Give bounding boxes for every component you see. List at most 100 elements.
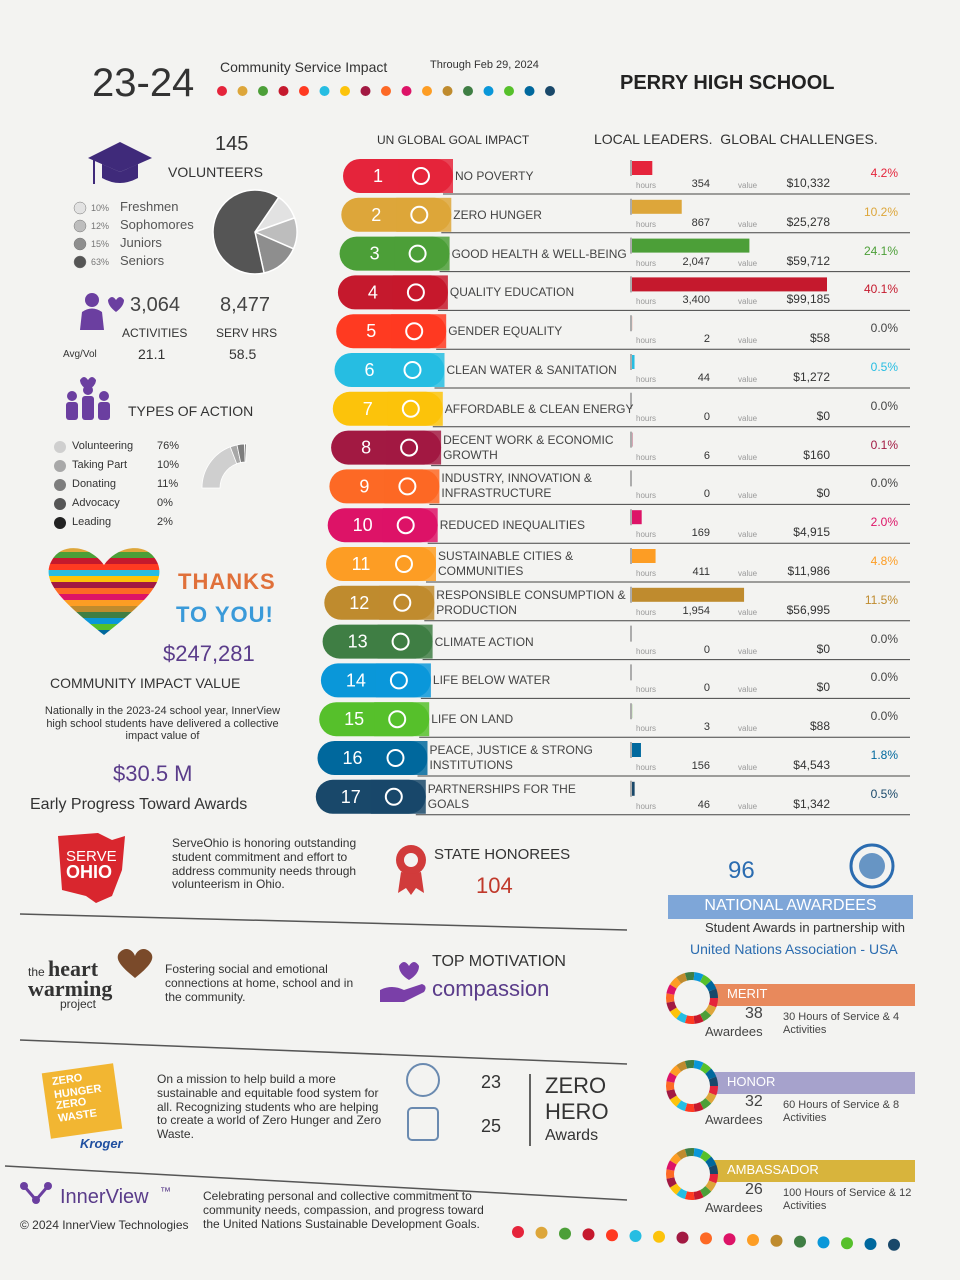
goal-icon-box [372,741,428,775]
award-banner [712,1160,915,1182]
goal-icon-box [396,197,452,232]
activities-label: ACTIVITIES [122,326,188,340]
innerview-logo [20,1182,52,1204]
goal-value: $1,342 [793,796,830,811]
goal-icon-box [379,585,435,620]
award-wheel [669,1183,682,1195]
awards-title: Early Progress Toward Awards [30,796,248,813]
type-pct: 10% [157,459,180,471]
footer-dot [676,1231,689,1244]
national-label: NATIONAL AWARDEES [704,897,877,914]
award-wheel [669,1095,682,1107]
award-criteria: 60 Hours of Service & 8 Activities [783,1099,900,1124]
heart-stripe [48,594,160,600]
award-wheel [693,1060,704,1070]
zero-title: HERO [545,1099,609,1124]
award-wheel [666,1072,677,1083]
goal-number: 3 [370,244,380,264]
goal-name: GOOD HEALTH & WELL-BEING [451,246,627,261]
goal-value: $99,185 [786,292,830,307]
footer-dot [864,1238,877,1250]
zero-count: 23 [481,1072,502,1092]
avg-label: Avg/Vol [63,349,97,360]
zero-title: ZERO [545,1073,607,1098]
hw-text: Fostering social and emotional connectio… [165,962,354,1004]
heart-stripe [48,548,160,552]
heart-hand-icon [399,962,419,980]
footer-dot [770,1234,783,1247]
goal-name: REDUCED INEQUALITIES [439,518,586,533]
award-wheel [708,1085,718,1096]
footer-dot [559,1227,571,1240]
goal-icon-box [374,702,430,737]
footer-dot [747,1234,759,1246]
zero-text: On a mission to help build a more sustai… [157,1072,382,1142]
goal-value: $11,986 [787,564,831,578]
volunteer-label: VOLUNTEERS [168,164,263,180]
hours-bar [632,743,641,757]
award-wheel [699,1062,712,1075]
kroger: Kroger [80,1136,123,1151]
award-wheel [705,1068,717,1080]
goal-value: $1,272 [793,370,830,384]
heart-stripe [40,540,170,546]
value-caption: value [738,801,758,811]
rainbow-heart [40,540,170,635]
national-value: $30.5 M [113,761,193,786]
award-count: 32 [745,1093,763,1110]
national-count: 96 [728,857,755,884]
value-caption: value [738,258,758,268]
header-dot [442,86,453,96]
legend-dot [73,237,87,251]
types-title: TYPES OF ACTION [128,403,254,419]
header-dot [319,86,330,96]
impact-label: COMMUNITY IMPACT VALUE [50,675,241,691]
goal-pct: 0.1% [870,437,898,452]
hours-caption: hours [636,413,657,423]
gauge-segment [244,443,247,463]
goal-pct: 2.0% [870,515,898,530]
header-dot [545,86,555,96]
goal-name: LIFE ON LAND [431,712,514,727]
goal-icon-box [370,779,426,814]
sdg-heading: UN GLOBAL GOAL IMPACT [377,133,530,147]
award-wheel [684,1015,695,1024]
national-text: Student Awards in partnership with [705,920,905,935]
value-caption: value [738,763,758,772]
goal-icon [412,167,430,185]
header-dot [278,86,289,96]
year: 23-24 [92,61,195,105]
award-wheel [669,977,682,989]
legend-dot [73,219,87,233]
zero-count: 25 [481,1116,502,1136]
gauge-segment [201,446,238,489]
goal-icon-box [381,547,436,581]
goal-icon [410,205,429,224]
award-wheel [669,1007,682,1019]
footer-dot [629,1230,642,1242]
goal-name: LIFE BELOW WATER [432,673,551,688]
value-caption: value [738,491,758,501]
goal-icon [403,361,422,379]
goal-number: 1 [373,166,383,186]
award-wheel [705,1004,717,1016]
goal-pct: 0.0% [870,670,898,685]
footer-text: Celebrating personal and collective comm… [203,1189,484,1231]
goal-name: DECENT WORK & ECONOMIC GROWTH [443,432,614,462]
goal-hours: 46 [697,798,710,811]
volunteer-count: 145 [215,133,249,155]
goal-icon-box [377,624,433,659]
legend-dot [54,498,66,510]
goal-value: $10,332 [786,176,830,190]
header-dot [237,86,248,96]
award-wheel [705,1180,717,1192]
heart-stripe [48,564,160,570]
goal-value: $88 [809,719,830,734]
goal-number: 17 [341,787,361,807]
header-dot [524,86,535,96]
type-pct: 2% [157,516,173,528]
goal-name: ZERO HUNGER [453,207,542,222]
goal-icon [391,632,410,651]
hours-bar [632,510,642,525]
award-count: 26 [745,1181,763,1198]
